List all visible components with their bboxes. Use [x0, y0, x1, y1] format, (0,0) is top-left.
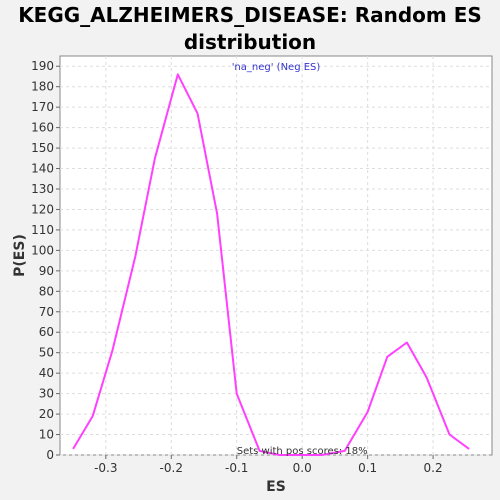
y-tick-label: 140 — [31, 162, 54, 176]
x-tick-label: -0.3 — [94, 461, 117, 475]
y-tick-label: 10 — [39, 428, 54, 442]
legend-label: 'na_neg' (Neg ES) — [232, 62, 321, 73]
y-tick-label: 160 — [31, 121, 54, 135]
y-tick-label: 100 — [31, 243, 54, 257]
y-tick-label: 150 — [31, 141, 54, 155]
x-tick-label: 0.0 — [293, 461, 312, 475]
x-tick-label: -0.2 — [160, 461, 183, 475]
x-tick-label: 0.2 — [424, 461, 443, 475]
y-tick-label: 50 — [39, 346, 54, 360]
y-axis-label: P(ES) — [12, 234, 28, 277]
y-tick-label: 20 — [39, 407, 54, 421]
x-axis: -0.3 -0.2 -0.1 0.0 0.1 0.2 — [94, 455, 443, 475]
y-axis: 0 10 20 30 40 50 60 70 80 90 100 110 120 130 140 150 160… — [31, 59, 60, 462]
y-tick-label: 0 — [46, 448, 54, 462]
y-tick-label: 120 — [31, 202, 54, 216]
y-tick-label: 130 — [31, 182, 54, 196]
y-tick-label: 60 — [39, 325, 54, 339]
pos-scores-annotation: Sets with pos scores: 18% — [237, 446, 368, 457]
y-tick-label: 110 — [31, 223, 54, 237]
chart-title-line2: distribution — [183, 30, 317, 54]
x-tick-label: -0.1 — [225, 461, 248, 475]
x-axis-label: ES — [266, 479, 286, 495]
y-tick-label: 90 — [39, 264, 54, 278]
series-layer — [72, 73, 470, 456]
y-tick-label: 70 — [39, 305, 54, 319]
y-tick-label: 170 — [31, 100, 54, 114]
series-line — [72, 73, 470, 456]
x-tick-label: 0.1 — [358, 461, 377, 475]
plot-area — [59, 55, 493, 456]
chart-title-line1: KEGG_ALZHEIMERS_DISEASE: Random ES — [18, 3, 482, 27]
y-tick-label: 40 — [39, 366, 54, 380]
y-tick-label: 30 — [39, 387, 54, 401]
chart-title: KEGG_ALZHEIMERS_DISEASE: Random ES distr… — [0, 2, 500, 56]
y-tick-label: 180 — [31, 80, 54, 94]
y-tick-label: 190 — [31, 59, 54, 73]
y-tick-label: 80 — [39, 284, 54, 298]
